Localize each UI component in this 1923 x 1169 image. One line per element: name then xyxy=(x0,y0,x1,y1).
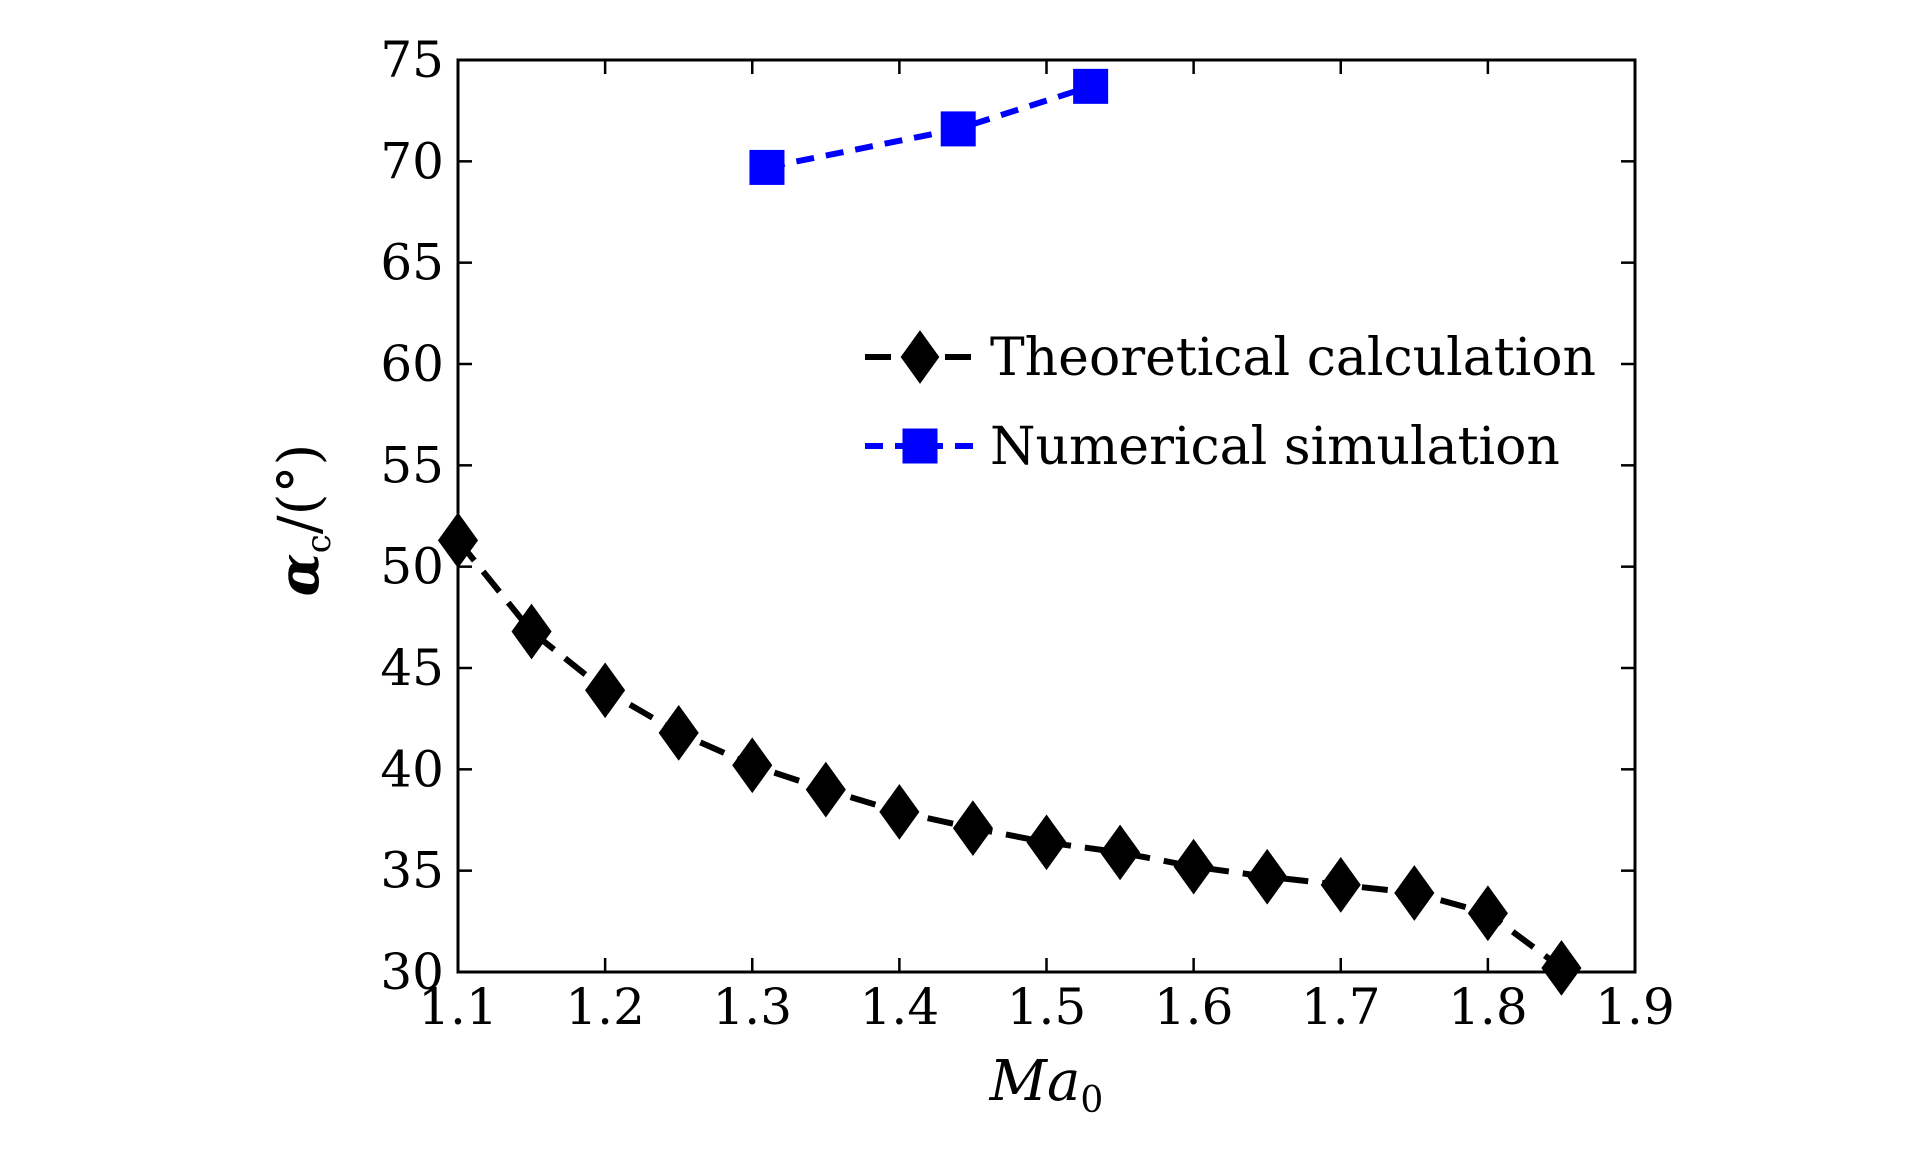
y-axis-label: αc/(°) xyxy=(266,444,339,597)
data-point-numerical-0 xyxy=(749,149,785,185)
x-tick-label: 1.8 xyxy=(1448,978,1528,1036)
data-point-theoretical-8 xyxy=(1026,814,1067,871)
x-axis-label: Ma0 xyxy=(989,1049,1104,1121)
series-line-1 xyxy=(766,83,1092,171)
plot-area xyxy=(437,68,1582,996)
data-point-theoretical-11 xyxy=(1247,848,1288,905)
x-axis-label-main: Ma xyxy=(989,1049,1081,1114)
y-tick-label: 75 xyxy=(380,31,444,89)
x-tick-label: 1.7 xyxy=(1301,978,1381,1036)
data-point-theoretical-7 xyxy=(952,800,993,856)
legend: Theoretical calculation Numerical simulat… xyxy=(865,328,1596,477)
data-point-numerical-1 xyxy=(940,111,976,147)
data-point-theoretical-4 xyxy=(732,737,773,794)
data-point-theoretical-15 xyxy=(1541,940,1582,996)
y-tick-label: 35 xyxy=(380,842,444,900)
axes: 1.1 1.2 1.3 1.4 1.5 1.6 1.7 1.8 1.9 30 35 40 45 50 55 6… xyxy=(266,31,1675,1121)
x-axis-label-subscript: 0 xyxy=(1080,1080,1103,1121)
x-tick-label: 1.1 xyxy=(418,978,498,1036)
legend-marker-diamond xyxy=(900,330,940,384)
data-point-numerical-2 xyxy=(1073,68,1109,104)
y-tick-label: 65 xyxy=(380,234,444,292)
data-point-theoretical-9 xyxy=(1100,824,1141,881)
series-line-0 xyxy=(455,538,1564,971)
x-tick-label: 1.3 xyxy=(712,978,792,1036)
x-tick-label: 1.2 xyxy=(565,978,645,1036)
y-tick-label: 40 xyxy=(380,740,444,798)
y-axis-label-symbol: α xyxy=(266,553,332,596)
x-tick-label: 1.9 xyxy=(1595,978,1675,1036)
y-tick-label: 45 xyxy=(380,639,444,697)
x-tick-label: 1.5 xyxy=(1007,978,1087,1036)
data-point-theoretical-6 xyxy=(879,784,920,840)
y-axis-label-subscript: c xyxy=(299,534,339,553)
data-point-theoretical-2 xyxy=(585,662,626,719)
x-tick-label: 1.4 xyxy=(860,978,940,1036)
data-point-theoretical-12 xyxy=(1320,856,1361,913)
y-tick-label: 50 xyxy=(380,538,444,596)
legend-marker-square xyxy=(902,428,938,464)
data-point-theoretical-10 xyxy=(1173,838,1214,895)
y-axis-label-unit: /(°) xyxy=(267,444,332,535)
data-point-theoretical-14 xyxy=(1467,885,1508,942)
y-tick-label: 30 xyxy=(380,943,444,1001)
data-point-theoretical-3 xyxy=(658,704,699,761)
data-point-theoretical-1 xyxy=(511,603,552,660)
legend-label-0: Theoretical calculation xyxy=(990,328,1596,388)
legend-label-1: Numerical simulation xyxy=(990,417,1560,477)
y-tick-label: 55 xyxy=(380,436,444,494)
x-tick-label: 1.6 xyxy=(1154,978,1234,1036)
data-point-theoretical-5 xyxy=(805,761,846,818)
y-tick-label: 60 xyxy=(380,335,444,393)
y-tick-label: 70 xyxy=(380,132,444,190)
data-point-theoretical-13 xyxy=(1394,865,1435,921)
